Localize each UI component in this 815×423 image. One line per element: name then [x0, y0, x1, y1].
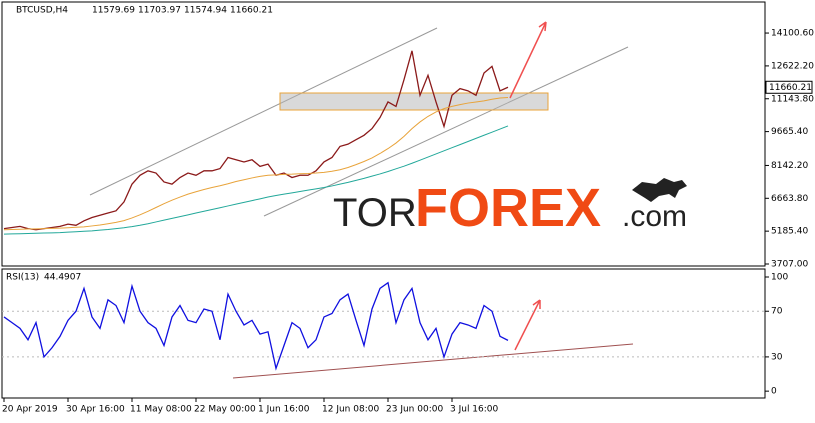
series-line — [3, 281, 509, 371]
watermark: TOR FOREX .com — [333, 178, 687, 238]
resistance-zone — [279, 92, 549, 111]
rsi-forecast-arrow — [514, 299, 541, 351]
bull-icon — [632, 178, 687, 202]
channel-line — [89, 27, 438, 196]
y-tick-label: 70 — [771, 307, 783, 317]
y-tick-label: 6663.80 — [771, 194, 808, 204]
rsi-panel — [1, 268, 766, 399]
x-tick-label: 12 Jun 08:00 — [322, 405, 379, 415]
x-tick-label: 23 Jun 00:00 — [386, 405, 443, 415]
watermark-tor: TOR — [333, 191, 417, 235]
y-tick-label: 14100.60 — [771, 29, 814, 39]
price-tag-label: 11660.21 — [769, 83, 812, 93]
x-tick-label: 1 Jun 16:00 — [258, 405, 310, 415]
rsi-value: 44.4907 — [44, 273, 81, 283]
price-panel — [1, 1, 766, 267]
forecast-arrow — [509, 21, 547, 99]
y-tick-label: 0 — [771, 387, 777, 397]
x-tick-label: 3 Jul 16:00 — [450, 405, 499, 415]
watermark-com: .com — [622, 200, 687, 233]
price-tag — [765, 80, 813, 94]
ohlc-close: 11660.21 — [230, 6, 273, 16]
symbol: BTCUSD,H4 — [16, 6, 68, 16]
rsi-trend-line — [232, 343, 634, 379]
y-tick-label: 5185.40 — [771, 227, 808, 237]
rsi-name: RSI(13) — [6, 273, 39, 283]
ohlc-high: 11703.97 — [138, 6, 181, 16]
x-tick-label: 22 May 00:00 — [194, 405, 256, 415]
watermark-forex: FOREX — [415, 178, 601, 238]
annotations — [89, 21, 634, 379]
x-tick-label: 11 May 08:00 — [130, 405, 192, 415]
series-line — [3, 50, 509, 231]
header: BTCUSD,H4 11579.69 11703.97 11574.94 116… — [6, 6, 273, 283]
ohlc-open: 11579.69 — [92, 6, 135, 16]
y-tick-label: 100 — [771, 272, 788, 282]
series-line — [3, 125, 509, 235]
x-tick-label: 20 Apr 2019 — [2, 405, 58, 415]
y-tick-label: 30 — [771, 352, 783, 362]
ohlc-low: 11574.94 — [184, 6, 227, 16]
y-tick-label: 9665.40 — [771, 127, 808, 137]
y-tick-label: 8142.20 — [771, 161, 808, 171]
y-tick-label: 3707.00 — [771, 260, 808, 270]
y-tick-label: 11143.80 — [771, 94, 814, 104]
y-tick-label: 12622.20 — [771, 61, 814, 71]
x-tick-label: 30 Apr 16:00 — [66, 405, 125, 415]
series-line — [3, 97, 509, 231]
